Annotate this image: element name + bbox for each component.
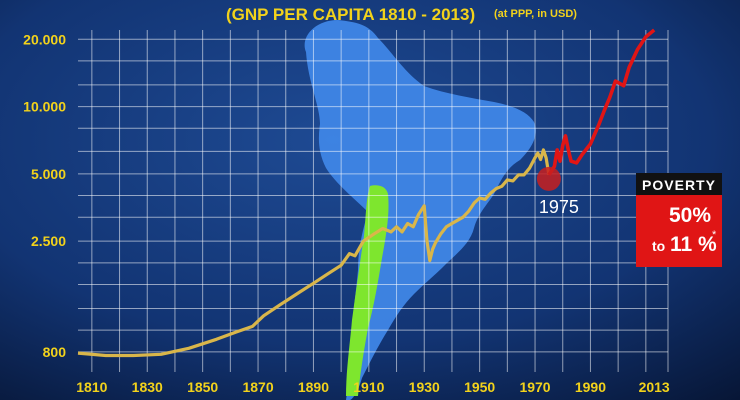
x-tick-label: 1850 — [187, 379, 218, 395]
series-line-1810-1975 — [77, 148, 551, 358]
highlight-1975-marker — [536, 166, 561, 191]
poverty-box-title: POVERTY — [642, 177, 716, 193]
x-tick-label: 1870 — [242, 379, 273, 395]
x-tick-label: 1970 — [519, 379, 550, 395]
x-tick-label: 1930 — [409, 379, 440, 395]
poverty-box-to: 11 % — [670, 233, 717, 256]
x-tick-label: 1810 — [76, 379, 107, 395]
x-tick-label: 1990 — [575, 379, 606, 395]
chart-subtitle: (at PPP, in USD) — [494, 8, 577, 20]
x-tick-label: 1950 — [464, 379, 495, 395]
y-tick-label: 10.000 — [23, 99, 66, 115]
poverty-box: POVERTY 50% to 11 % * — [636, 173, 722, 267]
chart-title: (GNP PER CAPITA 1810 - 2013) — [226, 5, 475, 24]
poverty-box-from: 50% — [669, 204, 711, 227]
chile-map — [346, 185, 389, 396]
x-tick-label: 2013 — [639, 379, 670, 395]
poverty-box-to-prefix: to — [652, 238, 665, 254]
x-tick-label: 1830 — [132, 379, 163, 395]
y-tick-label: 800 — [43, 344, 67, 360]
y-tick-label: 20.000 — [23, 31, 66, 47]
x-tick-label: 1910 — [353, 379, 384, 395]
year-marker-label: 1975 — [539, 197, 579, 217]
chart-title-block: (GNP PER CAPITA 1810 - 2013) (at PPP, in… — [226, 5, 577, 24]
x-tick-label: 1890 — [298, 379, 329, 395]
grid-lines — [78, 30, 669, 372]
y-axis-ticks: 800 2.500 5.000 10.000 20.000 — [23, 31, 66, 360]
x-axis-ticks: 1810 1830 1850 1870 1890 1910 1930 1950 1970 1990… — [76, 379, 670, 395]
series-line-1975-2013 — [547, 28, 656, 176]
y-tick-label: 2.500 — [31, 233, 66, 249]
poverty-box-footnote-mark: * — [712, 229, 717, 241]
poverty-box-title-bg — [636, 173, 722, 195]
y-tick-label: 5.000 — [31, 166, 66, 182]
poverty-box-body-bg — [636, 195, 722, 267]
